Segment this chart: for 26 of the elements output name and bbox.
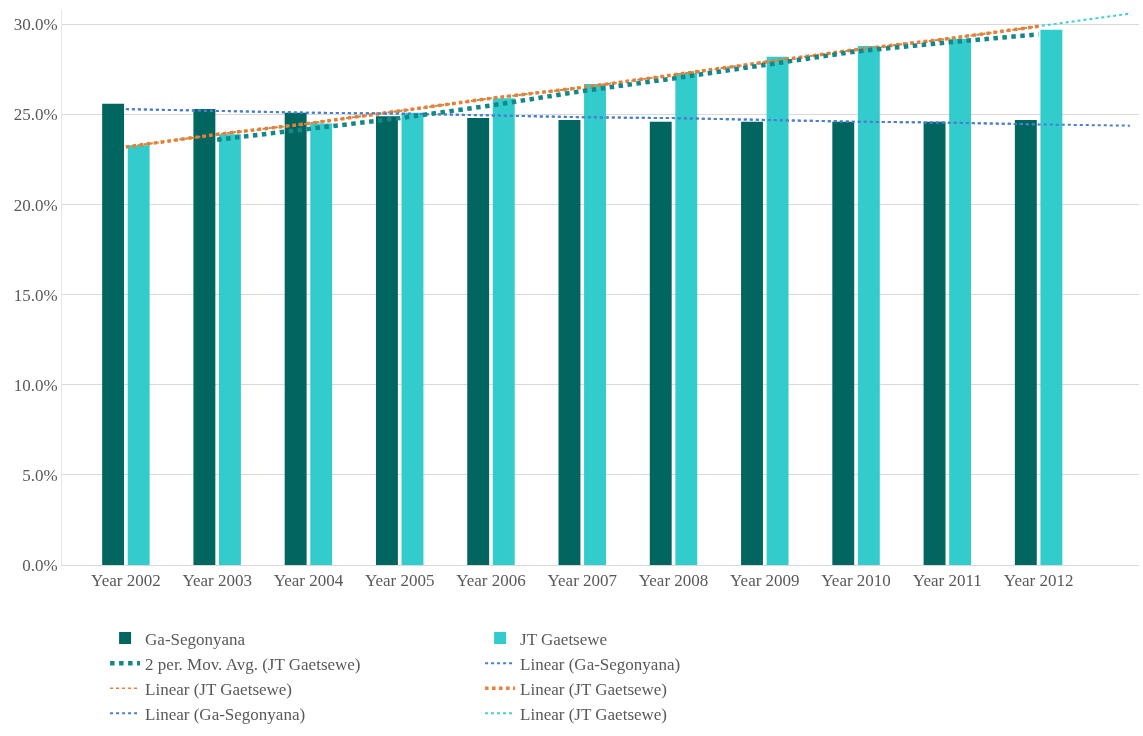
x-tick-label: Year 2012 [1003,571,1074,591]
y-tick-label: 5.0% [22,465,58,485]
x-tick-label: Year 2009 [730,571,800,591]
x-tick-label: Year 2011 [912,571,982,591]
legend-label: Linear (JT Gaetsewe) [520,704,668,724]
x-tick-label: Year 2006 [456,571,526,591]
x-tick-label: Year 2010 [821,571,891,591]
legend-label: Ga-Segonyana [145,629,246,649]
legend-label: JT Gaetsewe [520,629,608,649]
legend-label: Linear (Ga-Segonyana) [520,654,681,674]
y-tick-label: 0.0% [22,555,58,575]
x-tick-label: Year 2004 [273,571,344,591]
x-tick-label: Year 2002 [91,571,161,591]
x-tick-label: Year 2007 [547,571,618,591]
legend-label: Linear (JT Gaetsewe) [145,679,293,699]
legend-label: Linear (Ga-Segonyana) [145,704,306,724]
y-tick-label: 25.0% [13,105,58,125]
x-tick-label: Year 2003 [182,571,252,591]
y-tick-label: 30.0% [13,15,58,35]
legend-label: Linear (JT Gaetsewe) [520,679,668,699]
y-tick-label: 20.0% [13,195,58,215]
y-tick-label: 15.0% [13,285,58,305]
x-tick-label: Year 2005 [364,571,435,591]
legend-label: 2 per. Mov. Avg. (JT Gaetsewe) [145,654,361,674]
y-tick-label: 10.0% [13,375,58,395]
x-tick-label: Year 2008 [638,571,709,591]
